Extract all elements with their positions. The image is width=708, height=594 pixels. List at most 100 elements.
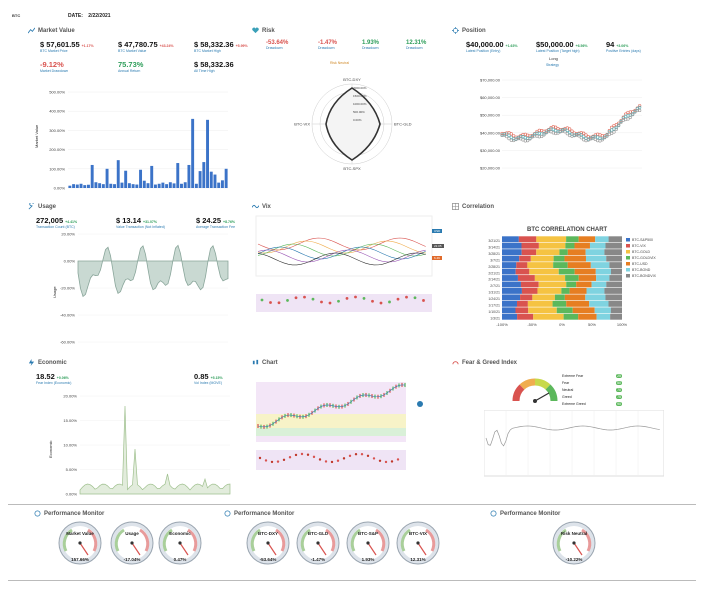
bar	[191, 118, 195, 188]
bar	[75, 184, 79, 188]
stacked-segment	[574, 268, 596, 275]
scatter-point	[605, 134, 609, 138]
gauge-band-red	[87, 528, 98, 552]
stacked-segment	[595, 236, 609, 243]
legend-swatch	[626, 244, 630, 248]
stacked-segment	[530, 255, 554, 262]
stacked-segment	[519, 255, 531, 262]
performance-gauge: BTC-VIX 12.31%	[396, 521, 440, 565]
vix-series	[257, 252, 426, 266]
stacked-segment	[527, 300, 553, 307]
indicator-point	[282, 458, 286, 462]
fear-greed-title[interactable]: Fear & Greed Index	[452, 359, 517, 366]
stacked-segment	[609, 275, 622, 281]
stacked-segment	[566, 236, 579, 243]
radar-series	[325, 87, 381, 161]
radar-axis-label: BTC-SPX	[343, 166, 361, 171]
vix-title-text: Vix	[262, 203, 271, 210]
legend-label: BTC-GOLDVIX	[632, 256, 656, 260]
stacked-segment	[589, 300, 609, 307]
stacked-segment	[521, 287, 538, 294]
risk-title[interactable]: Risk	[252, 27, 275, 34]
stacked-segment	[502, 287, 522, 294]
scatter-point	[635, 107, 639, 111]
stacked-segment	[606, 255, 622, 262]
y-tick-label: 100.00%	[49, 166, 65, 171]
fg-legend-label: Fear	[562, 381, 570, 385]
separator-top	[8, 504, 696, 505]
bar	[172, 183, 176, 188]
bar	[157, 183, 161, 188]
gauge-hub	[178, 541, 182, 545]
y-tick-label: 0.00%	[64, 259, 76, 264]
gauge-band-red	[139, 528, 150, 552]
scatter-point	[512, 134, 516, 138]
scatter-point	[505, 134, 509, 139]
economic-stat-2: 0.85 +5.15% Vol Index (MOVE)	[194, 372, 223, 385]
economic-stat-2-pct: +5.15%	[210, 376, 223, 380]
economic-title[interactable]: Economic	[28, 359, 67, 366]
market-value-stat-1-pct: +1.17%	[81, 44, 94, 48]
y-tick-label: 1/17/21	[488, 304, 500, 308]
vix-indicator-point	[269, 301, 272, 304]
indicator-point	[330, 460, 334, 464]
position-stat-2: $50,000.00 +6.56% Latest Position (Target …	[536, 40, 588, 53]
position-title[interactable]: Position	[452, 27, 486, 34]
bar	[150, 165, 154, 188]
performance-title[interactable]: Performance Monitor	[224, 510, 294, 517]
stacked-segment	[521, 249, 537, 256]
stacked-segment	[564, 294, 586, 301]
stacked-segment	[520, 281, 539, 288]
gauge-icon	[452, 361, 459, 365]
vix-indicator-point	[388, 300, 391, 304]
usage-stat-2: $ 13.14 +31.07% Value Transaction (Not Inf…	[116, 216, 165, 229]
stacked-segment	[566, 300, 590, 307]
performance-title[interactable]: Performance Monitor	[34, 510, 104, 517]
chart-title[interactable]: Chart	[252, 359, 278, 366]
x-tick-label: 0%	[559, 322, 565, 327]
y-tick-label: 500.00%	[49, 90, 65, 95]
price-line	[257, 384, 406, 428]
stacked-segment	[591, 281, 607, 288]
position-stat-2-label: Latest Position (Target high)	[536, 49, 580, 53]
market-value-title[interactable]: Market Value	[28, 27, 75, 34]
performance-gauge: BTC-DXY -53.64%	[246, 521, 290, 565]
y-tick-label: 1/3/21	[490, 317, 500, 321]
correlation-title[interactable]: Correlation	[452, 203, 494, 210]
usage-chart: 20.00% 0.00% -20.00% -40.00% -60.00%	[60, 232, 229, 345]
correlation-chart-title: BTC CORRELATION CHART	[527, 227, 608, 233]
y-tick-label: $70,000.00	[480, 78, 501, 83]
performance-title[interactable]: Performance Monitor	[490, 510, 560, 517]
bar	[176, 163, 180, 188]
vix-indicator-point	[422, 299, 425, 302]
fear-greed-title-text: Fear & Greed Index	[462, 359, 518, 366]
bar	[98, 183, 102, 188]
economic-stat-2-value-text: 0.85	[194, 372, 209, 381]
stacked-segment	[565, 242, 575, 249]
bar	[224, 168, 228, 188]
stacked-segment	[556, 307, 573, 314]
risk-stat-value: -1.47%	[318, 40, 338, 46]
scatter-point	[638, 104, 642, 108]
scatter-point	[638, 105, 642, 109]
stacked-segment	[595, 268, 611, 275]
bar	[94, 182, 98, 188]
y-tick-label: 10.00%	[63, 443, 77, 448]
y-tick-label: 15.00%	[63, 418, 77, 423]
vix-series	[257, 243, 426, 257]
fear-greed-legend: Extreme Fear 25 Fear 50 Neutral 70 Greed 75 Extr…	[562, 374, 622, 409]
stacked-segment	[528, 307, 557, 314]
stacked-segment	[552, 300, 567, 307]
vix-title[interactable]: Vix	[252, 203, 271, 210]
position-strategy-value: Long	[549, 56, 558, 61]
usage-title[interactable]: Usage	[28, 203, 56, 210]
usage-stat-3-label: Average Transaction Fee	[196, 225, 236, 229]
gauge-band-green	[556, 528, 567, 552]
radar-axis-label: BTC-VIX	[294, 122, 310, 127]
stacked-segment	[567, 249, 586, 256]
stacked-segment	[596, 275, 610, 281]
vix-indicator-point	[303, 295, 306, 299]
stacked-segment	[536, 236, 567, 243]
fg-legend-label: Extreme Fear	[562, 374, 584, 378]
y-tick-label: 400.00%	[49, 109, 65, 114]
